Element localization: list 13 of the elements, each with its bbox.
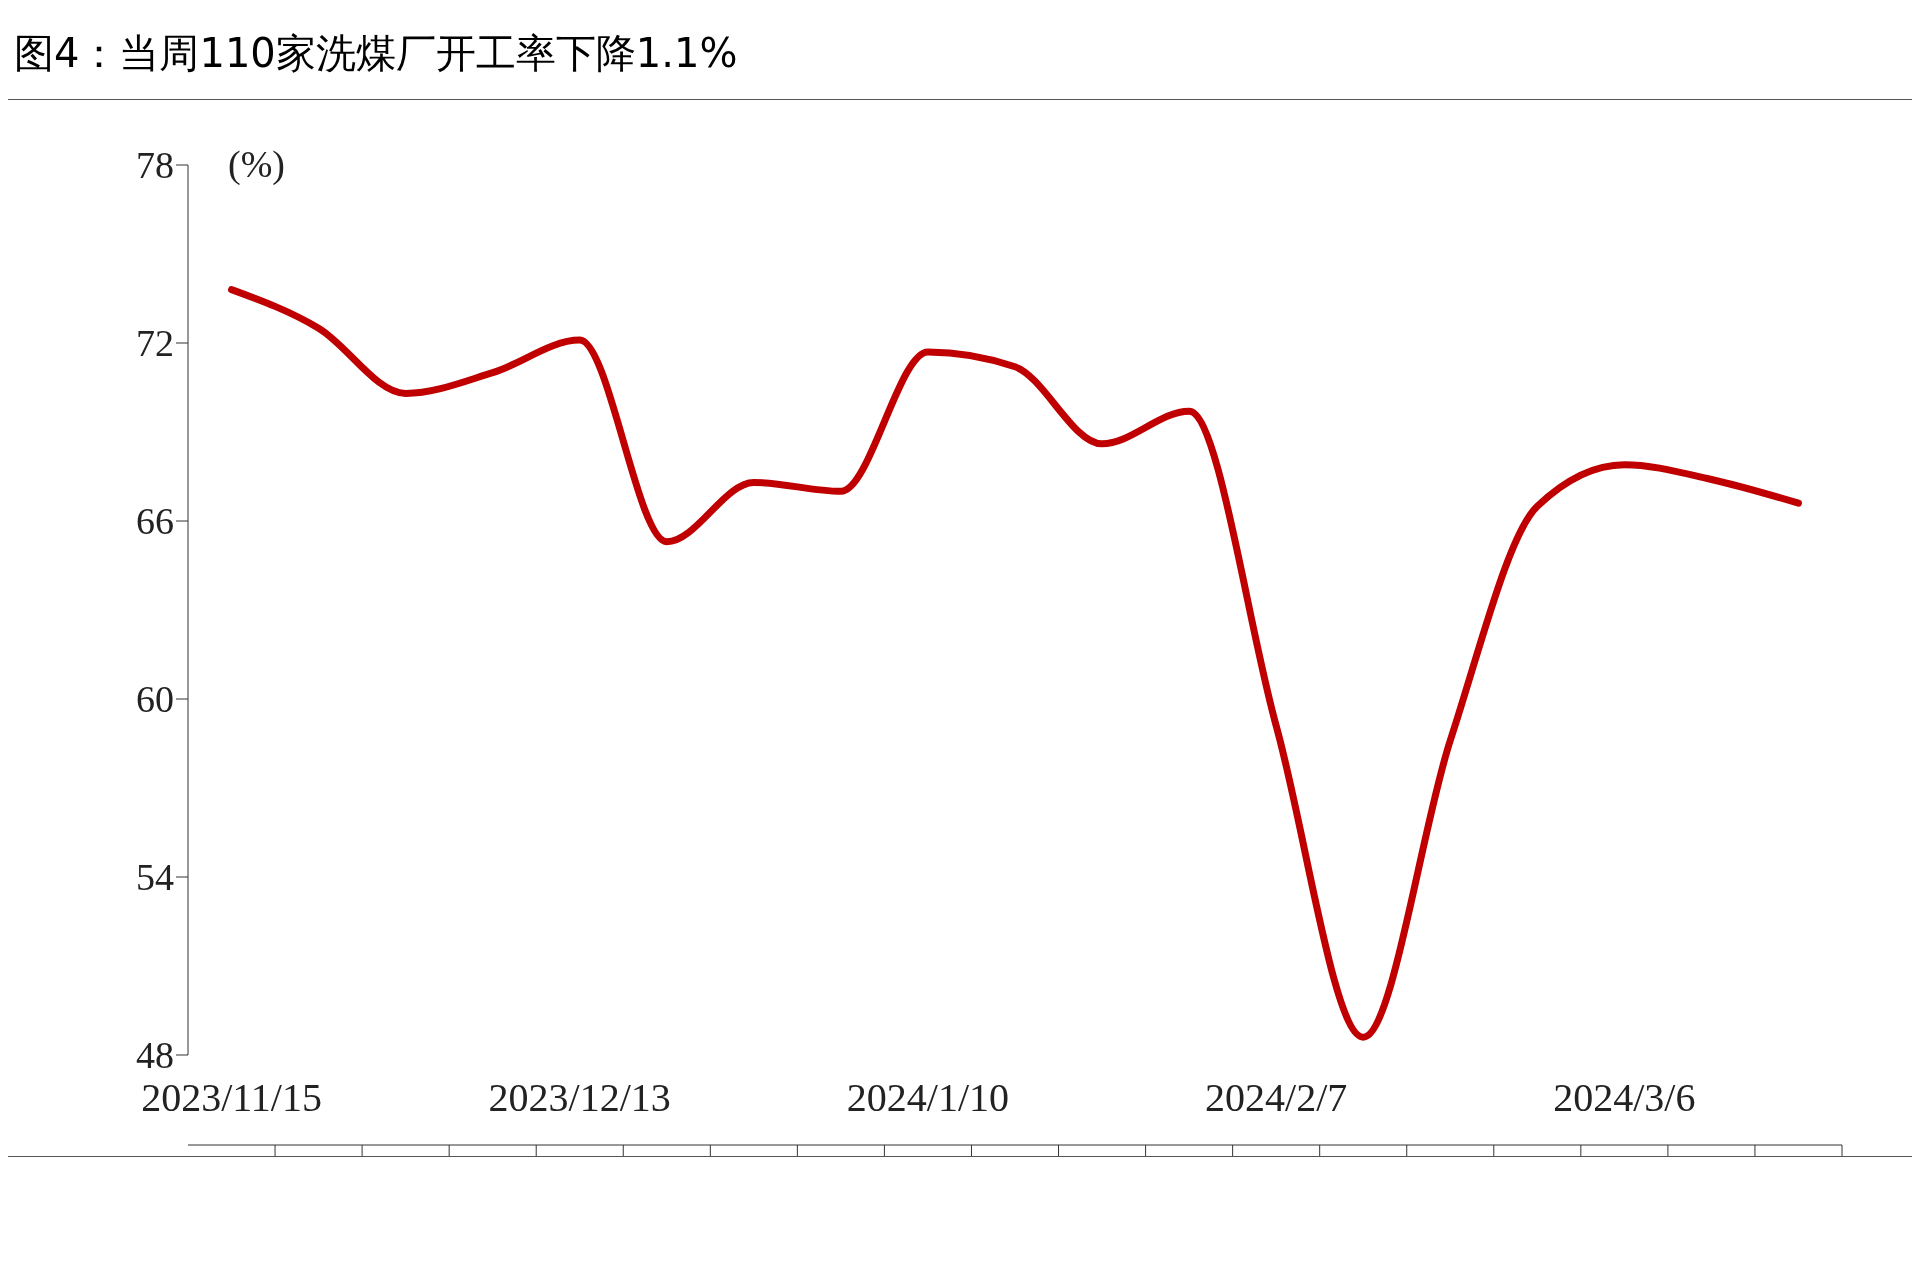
y-tick-label: 78 bbox=[136, 144, 174, 187]
y-tick-label: 54 bbox=[136, 856, 174, 899]
chart-title: 图4：当周110家洗煤厂开工率下降1.1% bbox=[8, 8, 1912, 100]
y-tick-label: 48 bbox=[136, 1034, 174, 1077]
x-tick-label: 2023/12/13 bbox=[488, 1075, 671, 1121]
y-tick-label: 60 bbox=[136, 678, 174, 721]
x-tick-label: 2024/1/10 bbox=[846, 1075, 1010, 1121]
y-tick-label: 72 bbox=[136, 322, 174, 365]
y-tick-label: 66 bbox=[136, 500, 174, 543]
x-tick-label: 2023/11/15 bbox=[141, 1075, 322, 1121]
x-tick-label: 2024/2/7 bbox=[1205, 1075, 1348, 1121]
y-axis-title: (%) bbox=[228, 143, 285, 186]
x-tick-label: 2024/3/6 bbox=[1553, 1075, 1696, 1121]
